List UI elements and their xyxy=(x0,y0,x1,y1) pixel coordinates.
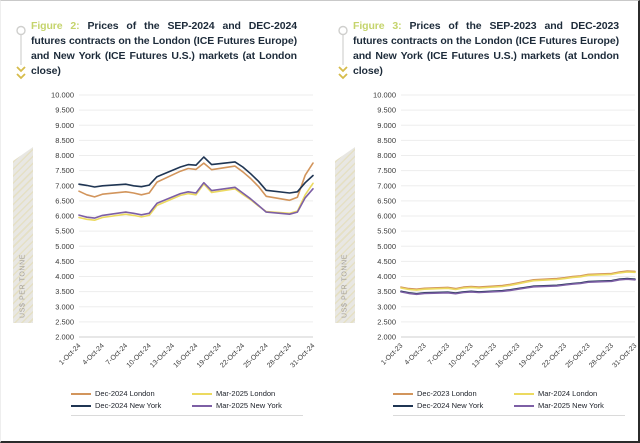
legend-item: Mar-2025 New York xyxy=(514,401,625,410)
down-arrows-decoration-icon xyxy=(338,25,348,80)
x-tick-label: 31-Oct-23 xyxy=(611,342,638,369)
legend-swatch-icon xyxy=(393,404,413,407)
y-tick-label: 8.500 xyxy=(55,136,74,145)
x-tick-label: 4-Oct-23 xyxy=(404,342,428,366)
y-tick-label: 7.500 xyxy=(55,166,74,175)
legend-item: Mar-2024 London xyxy=(514,389,625,398)
series-line-dec-2023-london xyxy=(400,270,636,290)
y-tick-label: 2.500 xyxy=(377,317,396,326)
y-tick-label: 3.000 xyxy=(377,302,396,311)
y-tick-label: 7.000 xyxy=(377,181,396,190)
y-tick-label: 2.000 xyxy=(55,333,74,342)
legend-item: Mar-2025 New York xyxy=(192,401,303,410)
legend-label: Dec-2023 London xyxy=(417,389,477,398)
y-tick-label: 3.500 xyxy=(377,287,396,296)
legend-label: Mar-2025 New York xyxy=(216,401,282,410)
figure-2-chart-area: 10.000 9.500 9.000 8.500 8.000 7.500 7.000 6.50… xyxy=(35,85,317,385)
series-line-mar-2025-london xyxy=(78,182,314,221)
y-tick-label: 4.000 xyxy=(377,272,396,281)
series-line-dec-2024-new-york xyxy=(78,156,314,194)
series-line-mar-2025-new-york xyxy=(78,181,314,219)
down-arrows-decoration-icon xyxy=(16,25,26,80)
y-tick-label: 4.500 xyxy=(55,257,74,266)
legend-label: Dec-2024 London xyxy=(95,389,155,398)
legend-item: Dec-2024 New York xyxy=(71,401,182,410)
figure-3-caption: Prices of the SEP-2023 and DEC-2023 futu… xyxy=(353,20,619,77)
series-line-mar-2025-new-york xyxy=(400,278,636,296)
x-tick-label: 1-Oct-24 xyxy=(58,342,82,366)
y-axis-ribbon: US$ PER TONNE xyxy=(335,147,355,323)
y-tick-label: 8.000 xyxy=(377,151,396,160)
x-tick-label: 31-Oct-24 xyxy=(289,342,316,369)
legend-item: Dec-2024 London xyxy=(71,389,182,398)
figure-2-legend: Dec-2024 London Mar-2025 London Dec-2024 N… xyxy=(71,389,303,416)
y-tick-label: 6.500 xyxy=(377,196,396,205)
y-tick-label: 7.500 xyxy=(377,166,396,175)
x-tick-label: 7-Oct-23 xyxy=(427,342,451,366)
legend-swatch-icon xyxy=(514,392,534,395)
y-tick-label: 8.500 xyxy=(377,136,396,145)
y-axis-title: US$ PER TONNE xyxy=(341,254,349,318)
y-tick-label: 3.500 xyxy=(55,287,74,296)
figure-3-title: Figure 3: Prices of the SEP-2023 and DEC… xyxy=(353,19,619,79)
legend-label: Mar-2025 New York xyxy=(538,401,604,410)
y-tick-label: 3.000 xyxy=(55,302,74,311)
y-tick-label: 6.500 xyxy=(55,196,74,205)
series-line-mar-2024-london xyxy=(400,271,636,291)
x-tick-label: 1-Oct-23 xyxy=(380,342,404,366)
legend-item: Dec-2023 London xyxy=(393,389,504,398)
y-tick-label: 10.000 xyxy=(51,91,74,100)
legend-label: Mar-2025 London xyxy=(216,389,276,398)
y-tick-label: 2.500 xyxy=(55,317,74,326)
legend-item: Dec-2024 New York xyxy=(393,401,504,410)
figure-3-line-chart: 10.000 9.500 9.000 8.500 8.000 7.500 7.000 6.50… xyxy=(373,91,638,370)
legend-swatch-icon xyxy=(192,392,212,395)
legend-swatch-icon xyxy=(192,404,212,407)
y-tick-label: 6.000 xyxy=(377,212,396,221)
y-tick-label: 6.000 xyxy=(55,212,74,221)
y-axis-ribbon: US$ PER TONNE xyxy=(13,147,33,323)
x-tick-label: 4-Oct-24 xyxy=(82,342,106,366)
figure-2-line-chart: 10.000 9.500 9.000 8.500 8.000 7.500 7.000 6.50… xyxy=(51,91,316,370)
y-tick-label: 4.000 xyxy=(55,272,74,281)
y-tick-label: 5.000 xyxy=(377,242,396,251)
figure-2-title: Figure 2: Prices of the SEP-2024 and DEC… xyxy=(31,19,297,79)
figure-2-panel: Figure 2: Prices of the SEP-2024 and DEC… xyxy=(7,1,319,441)
legend-item: Mar-2025 London xyxy=(192,389,303,398)
legend-swatch-icon xyxy=(71,392,91,395)
y-tick-label: 9.500 xyxy=(377,106,396,115)
y-tick-label: 8.000 xyxy=(55,151,74,160)
legend-swatch-icon xyxy=(71,404,91,407)
legend-label: Dec-2024 New York xyxy=(95,401,162,410)
y-tick-label: 10.000 xyxy=(373,91,396,100)
y-tick-label: 9.000 xyxy=(377,121,396,130)
y-tick-label: 2.000 xyxy=(377,333,396,342)
figure-3-label: Figure 3: xyxy=(353,20,402,32)
y-tick-label: 5.500 xyxy=(377,227,396,236)
figure-2-caption: Prices of the SEP-2024 and DEC-2024 futu… xyxy=(31,20,297,77)
figure-3-chart-area: 10.000 9.500 9.000 8.500 8.000 7.500 7.000 6.50… xyxy=(357,85,638,385)
legend-swatch-icon xyxy=(514,404,534,407)
y-tick-label: 9.000 xyxy=(55,121,74,130)
legend-swatch-icon xyxy=(393,392,413,395)
figure-3-legend: Dec-2023 London Mar-2024 London Dec-2024 N… xyxy=(393,389,625,416)
y-tick-label: 9.500 xyxy=(55,106,74,115)
legend-label: Dec-2024 New York xyxy=(417,401,484,410)
series-line-dec-2024-london xyxy=(78,162,314,202)
y-tick-label: 5.000 xyxy=(55,242,74,251)
y-tick-label: 4.500 xyxy=(377,257,396,266)
figure-3-panel: Figure 3: Prices of the SEP-2023 and DEC… xyxy=(329,1,638,441)
x-tick-label: 7-Oct-24 xyxy=(105,342,129,366)
y-tick-label: 5.500 xyxy=(55,227,74,236)
figure-2-label: Figure 2: xyxy=(31,20,80,32)
y-axis-title: US$ PER TONNE xyxy=(19,254,27,318)
legend-label: Mar-2024 London xyxy=(538,389,598,398)
y-tick-label: 7.000 xyxy=(55,181,74,190)
